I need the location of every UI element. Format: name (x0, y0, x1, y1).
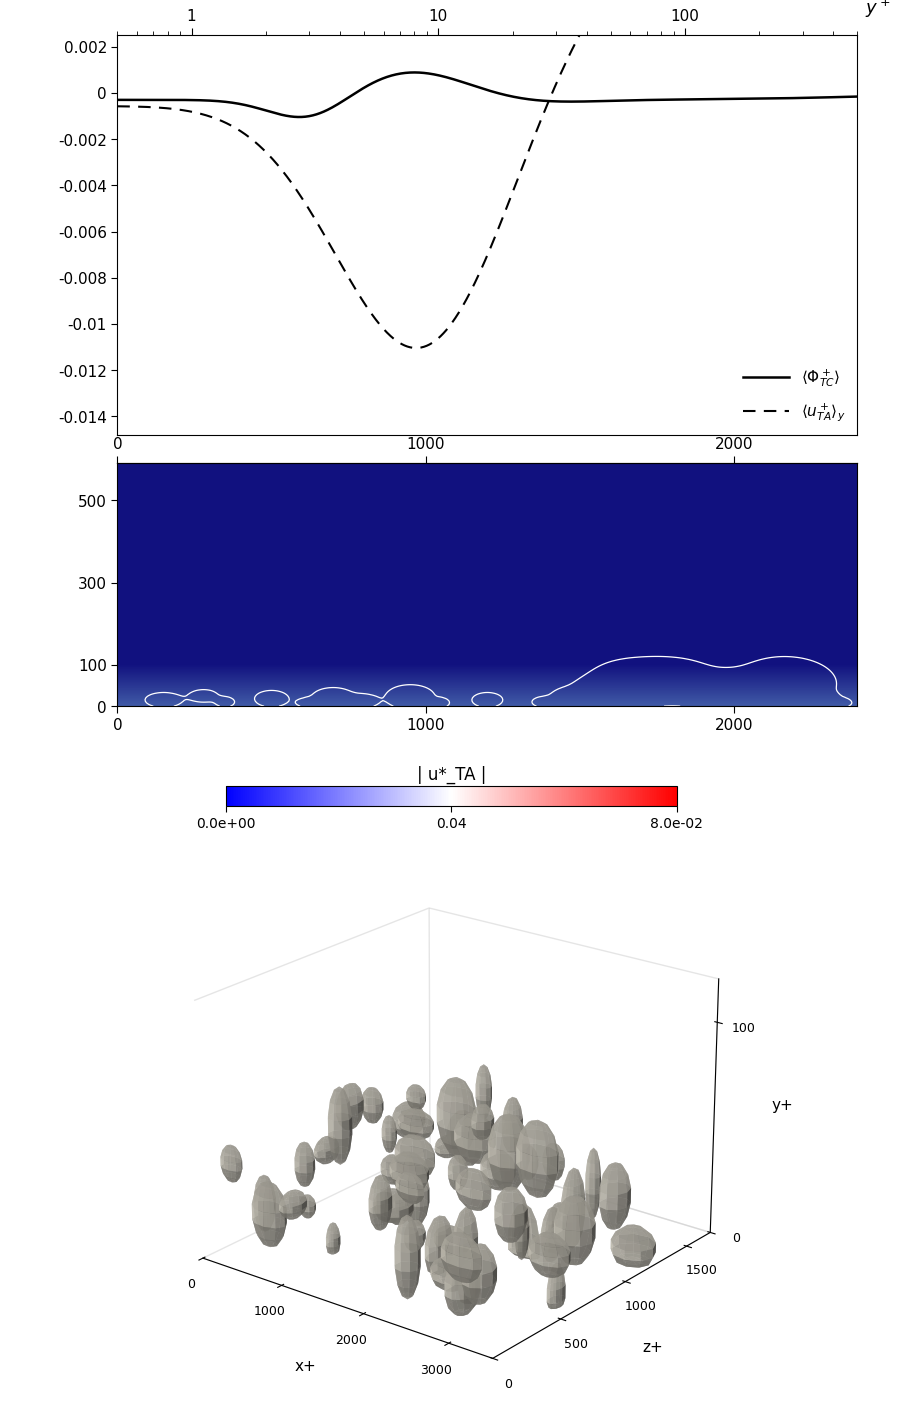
Y-axis label: z+: z+ (642, 1340, 663, 1354)
Text: $y^+$: $y^+$ (864, 0, 890, 20)
Legend: $\langle\Phi^+_{TC}\rangle$, $\langle u^+_{TA}\rangle_y$: $\langle\Phi^+_{TC}\rangle$, $\langle u^… (738, 362, 850, 428)
X-axis label: x+: x+ (295, 1359, 317, 1374)
Title: | u*_TA |: | u*_TA | (417, 765, 485, 783)
